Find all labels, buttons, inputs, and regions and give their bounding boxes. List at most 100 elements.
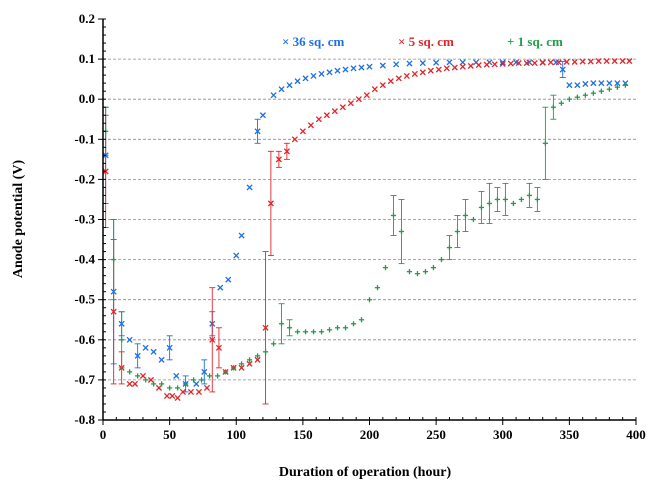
data-point <box>574 82 581 89</box>
data-point <box>283 148 290 155</box>
data-point <box>230 365 237 371</box>
data-point <box>238 361 245 367</box>
data-point <box>499 59 506 66</box>
data-point <box>275 156 282 163</box>
data-point <box>326 327 333 333</box>
data-point <box>334 325 341 331</box>
data-point <box>262 324 269 331</box>
data-point <box>395 75 402 82</box>
data-point <box>539 59 546 66</box>
data-point <box>267 200 274 207</box>
data-point <box>119 337 125 343</box>
data-point <box>278 86 285 93</box>
data-point <box>475 62 482 69</box>
data-point <box>143 377 149 383</box>
data-point <box>173 372 180 379</box>
data-point <box>139 372 147 379</box>
data-point <box>166 344 173 351</box>
data-point <box>406 60 413 67</box>
data-point <box>626 58 633 65</box>
data-point <box>430 265 437 271</box>
data-point <box>246 184 253 191</box>
data-point <box>611 58 618 65</box>
data-point <box>419 60 426 67</box>
y-tick-label: -0.1 <box>74 131 95 146</box>
y-axis-label: Anode potential (V) <box>11 160 26 279</box>
data-point <box>191 377 197 383</box>
data-point <box>246 360 253 367</box>
data-point <box>342 66 349 73</box>
axes <box>98 18 637 425</box>
data-point <box>595 58 602 65</box>
y-tick-label: -0.3 <box>74 212 95 227</box>
x-axis-label: Duration of operation (hour) <box>279 465 452 480</box>
data-point <box>518 196 525 203</box>
data-point <box>371 86 378 93</box>
data-point <box>374 285 381 291</box>
data-point <box>574 94 580 100</box>
data-point <box>433 59 440 66</box>
data-point <box>291 136 298 143</box>
data-point <box>502 196 509 203</box>
data-point <box>238 232 245 239</box>
data-point <box>238 364 245 371</box>
data-point <box>571 58 578 65</box>
data-point <box>483 61 490 68</box>
data-point <box>622 82 628 88</box>
data-point <box>390 212 397 219</box>
data-point <box>478 204 485 211</box>
x-tick-label: 150 <box>293 427 313 442</box>
data-point <box>387 78 394 85</box>
data-point <box>467 62 474 69</box>
series-2 <box>102 82 628 391</box>
series-1 <box>102 58 633 405</box>
data-point <box>334 67 341 74</box>
data-point <box>507 60 514 67</box>
data-point <box>451 64 458 71</box>
data-point <box>411 70 418 77</box>
x-tick-label: 400 <box>626 427 646 442</box>
data-point <box>151 381 157 387</box>
x-tick-label: 0 <box>100 427 107 442</box>
data-point <box>419 69 426 76</box>
data-point <box>603 58 610 65</box>
data-point <box>531 60 538 67</box>
data-point <box>214 373 221 379</box>
data-point <box>233 252 240 259</box>
data-point <box>286 325 293 331</box>
data-point <box>558 100 564 106</box>
y-tick-label: -0.8 <box>74 412 95 427</box>
data-point <box>142 344 149 351</box>
y-tick-label: -0.5 <box>74 292 95 307</box>
legend: × 36 sq. cm × 5 sq. cm + 1 sq. cm <box>282 34 563 49</box>
data-point <box>175 385 181 391</box>
data-point <box>523 60 530 67</box>
x-tick-label: 350 <box>560 427 580 442</box>
data-point <box>147 376 155 383</box>
data-point <box>454 228 461 235</box>
data-point <box>254 356 261 363</box>
data-point <box>606 80 613 87</box>
data-point <box>150 348 157 355</box>
series-layer <box>102 58 633 405</box>
data-point <box>278 321 285 327</box>
data-point <box>606 86 612 92</box>
data-point <box>201 368 208 375</box>
data-point <box>225 276 232 283</box>
data-point <box>203 384 210 391</box>
series-0 <box>102 59 629 393</box>
data-point <box>326 69 333 76</box>
data-point <box>582 80 589 88</box>
data-point <box>302 329 309 335</box>
x-tick-label: 250 <box>426 427 446 442</box>
data-point <box>379 62 386 69</box>
data-point <box>510 200 517 207</box>
data-point <box>254 353 261 359</box>
data-point <box>167 385 173 391</box>
data-point <box>207 373 213 379</box>
data-point <box>494 196 501 203</box>
data-point <box>598 88 604 94</box>
data-point <box>619 58 626 65</box>
data-point <box>459 63 466 70</box>
y-tick-label: -0.2 <box>74 171 95 186</box>
